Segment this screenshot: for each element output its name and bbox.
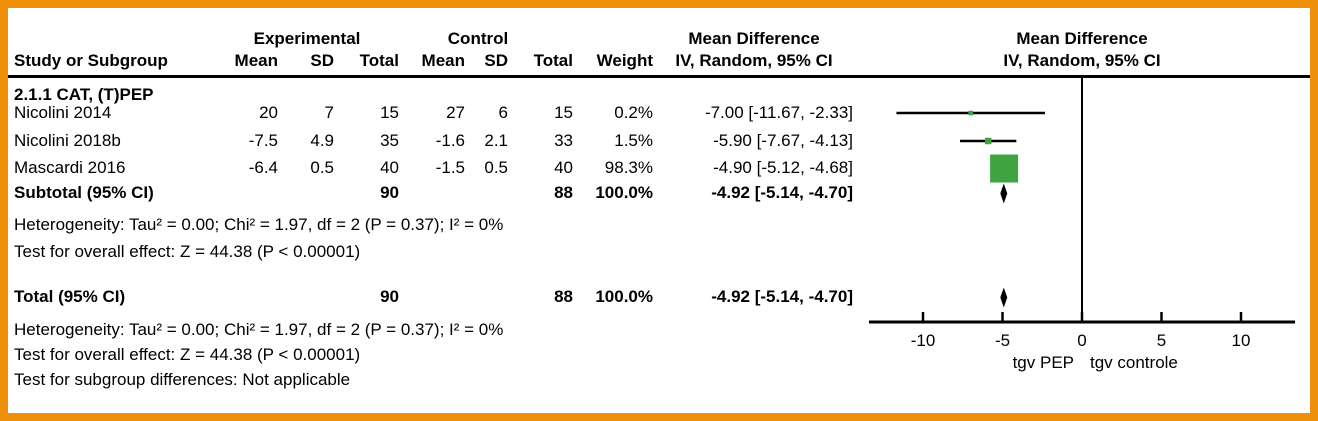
total-exp-column-header: Total [359,51,399,70]
mean-exp-value: -7.5 [248,131,278,150]
subgroup-differences-text: Test for subgroup differences: Not appli… [14,370,351,389]
x-tick-label: 5 [1157,331,1166,350]
md-text-column-header-line2: IV, Random, 95% CI [675,51,833,70]
x-tick-label: -5 [995,331,1010,350]
sd-ctl-value: 0.5 [484,158,508,177]
study-name: Mascardi 2016 [14,158,126,177]
experimental-group-header: Experimental [253,29,361,48]
total-exp-value: 40 [380,158,399,177]
favours-left-label: tgv PEP [1013,353,1074,372]
x-tick-label: -10 [911,331,936,350]
total-total-exp: 90 [380,287,399,306]
study-name: Nicolini 2018b [14,131,121,150]
mean-ctl-value: 27 [446,103,465,122]
effect-square-marker [990,154,1019,183]
heterogeneity-subgroup-row: Heterogeneity: Tau² = 0.00; Chi² = 1.97,… [8,214,1310,236]
header-group-row: Experimental Control Mean Difference Mea… [8,28,1310,50]
control-group-header: Control [447,29,509,48]
effect-square-marker [968,110,974,116]
subtotal-total-exp: 90 [380,183,399,202]
md-plot-column-header-line1: Mean Difference [1016,29,1148,48]
overall-effect-total-text: Test for overall effect: Z = 44.38 (P < … [14,345,361,364]
mean-exp-value: -6.4 [248,158,278,177]
total-total-ctl: 88 [554,287,573,306]
total-ctl-column-header: Total [533,51,573,70]
study-name: Nicolini 2014 [14,103,112,122]
mean-exp-column-header: Mean [234,51,278,70]
md-ci-value: -4.90 [-5.12, -4.68] [713,158,853,177]
sd-ctl-column-header: SD [484,51,508,70]
weight-value: 0.2% [614,103,653,122]
table-row: Nicolini 2018b -7.5 4.9 35 -1.6 2.1 33 1… [8,130,1310,152]
subtotal-md-ci: -4.92 [-5.14, -4.70] [711,183,853,202]
subtotal-row: Subtotal (95% CI) 90 88 100.0% -4.92 [-5… [8,182,1310,204]
subtotal-total-ctl: 88 [554,183,573,202]
weight-value: 1.5% [614,131,653,150]
overall-effect-total-row: Test for overall effect: Z = 44.38 (P < … [8,344,1310,366]
overall-effect-subgroup-row: Test for overall effect: Z = 44.38 (P < … [8,241,1310,263]
md-plot-column-header-line2: IV, Random, 95% CI [1003,51,1161,70]
total-diamond [1000,287,1008,308]
weight-column-header: Weight [596,51,653,70]
x-tick-label: 0 [1077,331,1086,350]
favours-right-label: tgv controle [1090,353,1178,372]
subgroup-differences-row: Test for subgroup differences: Not appli… [8,369,1310,391]
subtotal-label: Subtotal (95% CI) [14,183,154,202]
md-ci-value: -7.00 [-11.67, -2.33] [704,103,853,122]
sd-exp-value: 7 [324,103,334,122]
subgroup-label: 2.1.1 CAT, (T)PEP [14,85,154,104]
heterogeneity-total-text: Heterogeneity: Tau² = 0.00; Chi² = 1.97,… [14,320,504,339]
sd-exp-value: 0.5 [310,158,334,177]
total-ctl-value: 40 [554,158,573,177]
subgroup-header-row: 2.1.1 CAT, (T)PEP [8,84,1310,106]
heterogeneity-subgroup-text: Heterogeneity: Tau² = 0.00; Chi² = 1.97,… [14,215,504,234]
md-ci-value: -5.90 [-7.67, -4.13] [713,131,853,150]
total-weight: 100.0% [595,287,653,306]
header-columns-row: Study or Subgroup Mean SD Total Mean SD … [8,50,1310,72]
header-divider-line [8,75,1310,78]
table-row: Nicolini 2014 20 7 15 27 6 15 0.2% -7.00… [8,102,1310,124]
mean-ctl-value: -1.5 [435,158,465,177]
subtotal-diamond [1000,183,1008,204]
heterogeneity-total-row: Heterogeneity: Tau² = 0.00; Chi² = 1.97,… [8,319,1310,341]
x-tick-label: 10 [1232,331,1251,350]
total-ctl-value: 33 [554,131,573,150]
study-column-header: Study or Subgroup [14,51,168,70]
total-row: Total (95% CI) 90 88 100.0% -4.92 [-5.14… [8,286,1310,308]
weight-value: 98.3% [604,158,653,177]
effect-square-marker [984,137,992,145]
total-label: Total (95% CI) [14,287,126,306]
mean-exp-value: 20 [259,103,278,122]
mean-ctl-value: -1.6 [435,131,465,150]
sd-ctl-value: 2.1 [484,131,508,150]
md-text-column-header-line1: Mean Difference [688,29,820,48]
forest-plot-canvas: -10 -5 0 5 10 tgv PEP tgv controle [868,78,1296,372]
total-md-ci: -4.92 [-5.14, -4.70] [711,287,853,306]
sd-exp-column-header: SD [310,51,334,70]
sd-exp-value: 4.9 [310,131,334,150]
total-exp-value: 15 [380,103,399,122]
total-exp-value: 35 [380,131,399,150]
total-ctl-value: 15 [554,103,573,122]
sd-ctl-value: 6 [498,103,508,122]
overall-effect-subgroup-text: Test for overall effect: Z = 44.38 (P < … [14,242,361,261]
mean-ctl-column-header: Mean [421,51,465,70]
table-row: Mascardi 2016 -6.4 0.5 40 -1.5 0.5 40 98… [8,157,1310,179]
subtotal-weight: 100.0% [595,183,653,202]
